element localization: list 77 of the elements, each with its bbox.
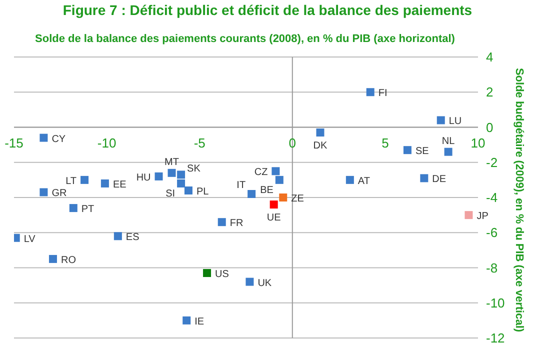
point — [40, 134, 48, 142]
x-tick-label: -5 — [194, 135, 206, 150]
y-tick-label: -12 — [486, 330, 505, 346]
point — [246, 278, 254, 286]
point — [275, 176, 284, 184]
point — [184, 186, 192, 194]
x-tick-label: 10 — [470, 135, 486, 150]
data-label: DE — [432, 174, 446, 186]
data-label: PL — [196, 186, 210, 198]
point — [403, 146, 412, 154]
data-label: BE — [260, 184, 274, 196]
y-axis-title: Solde budgétaire (2009), en % du PIB (axe vertical) — [513, 68, 525, 332]
data-label: ES — [126, 232, 140, 244]
data-label: CY — [52, 134, 66, 145]
point — [177, 179, 186, 188]
data-label: IE — [194, 316, 204, 328]
point — [177, 170, 186, 179]
data-label: AT — [358, 176, 370, 187]
point — [69, 204, 78, 212]
point — [100, 179, 109, 188]
data-label: RO — [60, 254, 76, 266]
y-tick-label: -8 — [486, 260, 498, 276]
y-tick-label: -2 — [486, 154, 498, 170]
point — [114, 232, 122, 240]
point — [182, 316, 191, 324]
point — [272, 167, 280, 176]
point — [366, 88, 374, 96]
data-label: FR — [230, 218, 244, 230]
data-label: SK — [187, 164, 201, 175]
y-tick-label: -6 — [486, 225, 498, 240]
data-label: PT — [81, 204, 94, 216]
point — [40, 188, 48, 196]
point — [270, 200, 278, 209]
data-label: GR — [52, 188, 67, 200]
data-label: SE — [415, 146, 430, 158]
point — [444, 148, 452, 156]
point — [48, 254, 57, 263]
data-label: ZE — [291, 194, 304, 204]
y-tick-label: 0 — [486, 120, 494, 135]
data-label: LV — [24, 234, 36, 245]
point — [436, 116, 445, 124]
x-tick-label: 5 — [382, 135, 389, 150]
point — [346, 176, 354, 184]
point — [218, 218, 226, 226]
data-label: HU — [136, 172, 151, 184]
point — [154, 172, 163, 180]
x-tick-label: 0 — [288, 135, 296, 150]
point — [464, 211, 473, 220]
data-label: IT — [236, 180, 246, 191]
x-axis-title: Solde de la balance des paiements courants (2008), en % du PIB (axe horizontal) — [34, 33, 456, 45]
y-tick-label: 4 — [486, 50, 494, 65]
data-label: SI — [166, 188, 176, 200]
data-label: US — [215, 269, 230, 280]
data-label: EE — [112, 179, 127, 190]
data-label: NL — [442, 136, 456, 147]
point — [248, 190, 256, 198]
data-label: LT — [66, 176, 77, 187]
data-label: MT — [164, 156, 179, 168]
x-tick-label: -10 — [97, 135, 116, 150]
data-label: JP — [476, 211, 489, 222]
point — [203, 269, 212, 278]
data-label: CZ — [254, 167, 268, 178]
y-tick-label: -10 — [486, 295, 505, 310]
point — [279, 194, 288, 202]
x-tick-label: -15 — [4, 135, 24, 150]
data-label: UE — [266, 212, 282, 224]
data-label: DK — [313, 140, 328, 152]
point — [316, 128, 324, 137]
chart-title: Figure 7 : Déficit public et déficit de la balance des paiements — [62, 2, 474, 18]
point — [80, 176, 89, 184]
y-tick-label: -4 — [486, 190, 498, 206]
data-label: UK — [258, 278, 272, 289]
point — [420, 174, 428, 182]
data-label: FI — [378, 88, 388, 100]
y-tick-label: 2 — [486, 84, 494, 100]
data-label: LU — [448, 116, 462, 128]
point — [168, 168, 176, 177]
